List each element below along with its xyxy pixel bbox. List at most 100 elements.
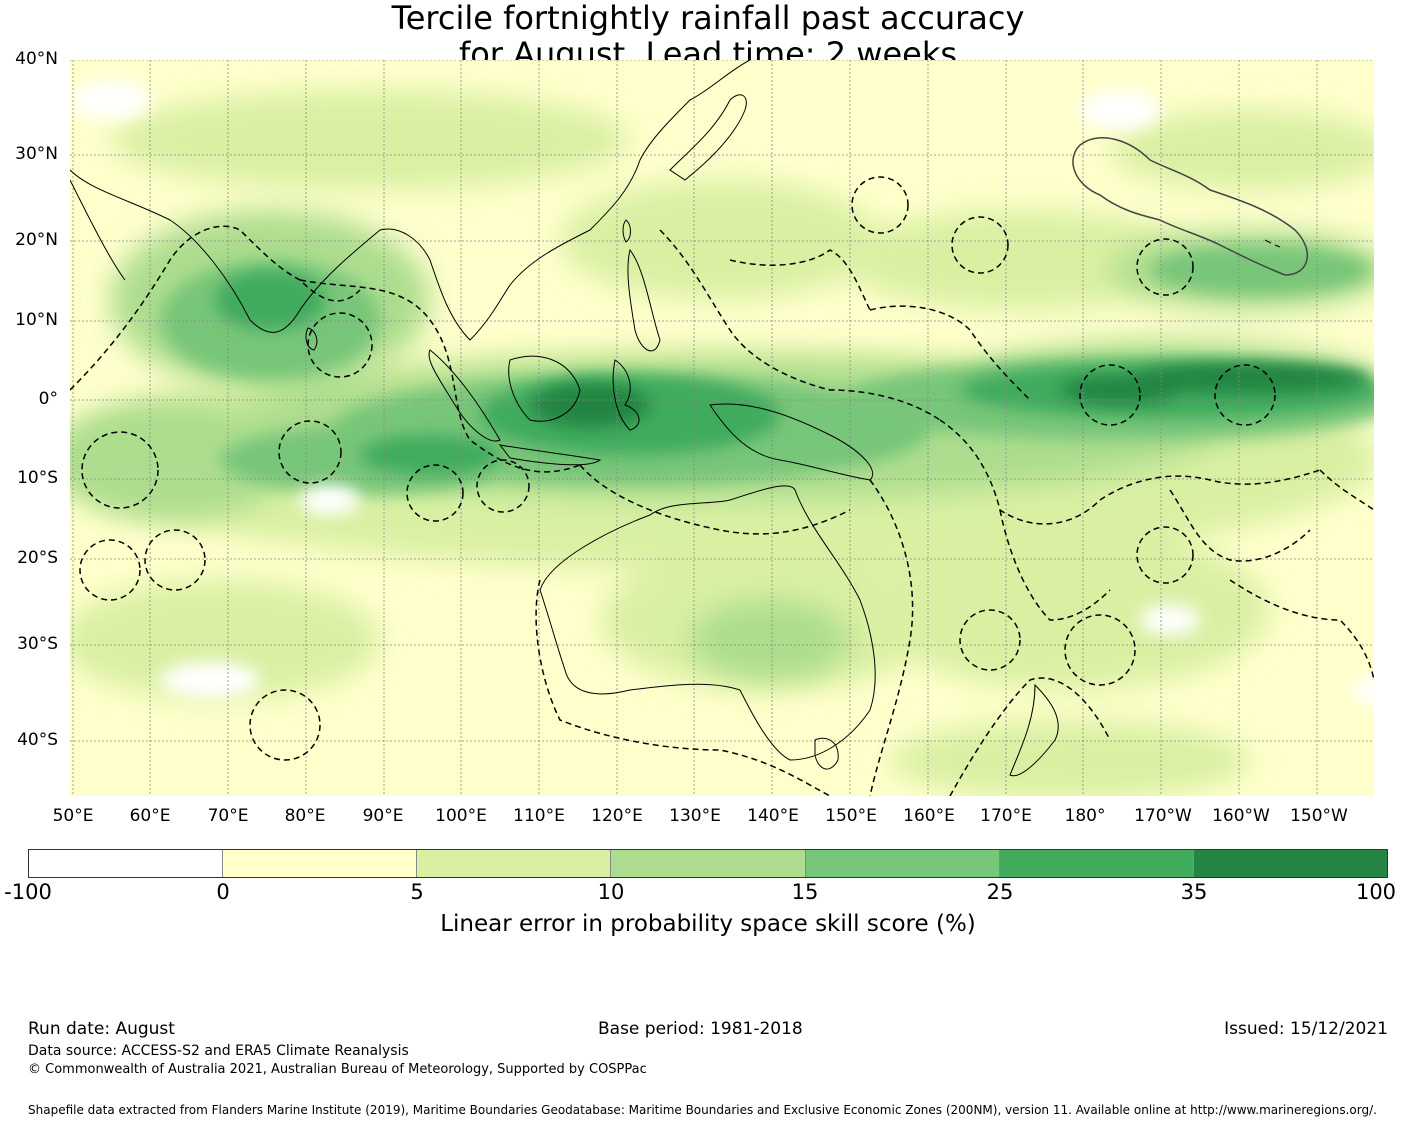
lon-label-60e: 60°E [129, 806, 171, 826]
colorbar-tick-label: 10 [597, 880, 625, 904]
colorbar-segment [1193, 850, 1387, 877]
eez-vanuatu [999, 509, 1111, 621]
eez-australia-south [535, 579, 831, 796]
eez-johnston-atoll [1136, 238, 1194, 296]
philippines-coast [627, 248, 661, 352]
colorbar-segment [223, 850, 418, 877]
map-title-line1: Tercile fortnightly rainfall past accura… [391, 0, 1025, 37]
lon-label-80e: 80°E [284, 806, 326, 826]
hawaii-islands [1264, 239, 1281, 248]
japan-coast [669, 94, 747, 181]
colorbar-segment [29, 850, 224, 877]
colorbar-tick-label: 35 [1180, 880, 1208, 904]
lon-label-160w: 160°W [1212, 806, 1270, 826]
lon-label-170e: 170°E [980, 806, 1032, 826]
colorbar-segment [417, 850, 612, 877]
eez-india-west [70, 225, 361, 391]
colorbar-tick-label: 100 [1355, 880, 1397, 904]
colorbar-tick-label: 0 [216, 880, 230, 904]
lon-label-70e: 70°E [207, 806, 249, 826]
lat-label-30n: 30°N [15, 144, 58, 164]
lon-label-130e: 130°E [669, 806, 721, 826]
australia-coast [539, 485, 876, 761]
skill-field-negative [70, 80, 1374, 704]
eez-micronesia [869, 305, 1031, 401]
eez-jarvis-island [1214, 364, 1276, 426]
eez-french-polynesia [1229, 579, 1374, 681]
skill-map [70, 60, 1374, 796]
lat-label-40n: 40°N [15, 49, 58, 69]
base-period: Base period: 1981-2018 [598, 1019, 803, 1039]
eez-cocos-islands [476, 459, 530, 513]
eez-new-zealand [949, 677, 1111, 796]
new-guinea-coast [709, 403, 873, 481]
lon-label-160e: 160°E [903, 806, 955, 826]
eez-christmas-island [406, 464, 464, 522]
asia-coast [70, 60, 751, 341]
lon-label-140e: 140°E [747, 806, 799, 826]
eez-philippines-palau [659, 229, 941, 421]
lon-label-150w: 150°W [1290, 806, 1348, 826]
lon-label-170w: 170°W [1134, 806, 1192, 826]
eez-samoa-cook [1169, 489, 1311, 562]
eez-andaman [299, 279, 581, 473]
copyright: © Commonwealth of Australia 2021, Austra… [28, 1062, 647, 1077]
colorbar-tick-label: 15 [791, 880, 819, 904]
colorbar-segment [805, 850, 1000, 877]
colorbar [28, 849, 1388, 878]
colorbar-tick-label: 5 [410, 880, 424, 904]
eez-guam [729, 249, 871, 311]
lat-label-20n: 20°N [15, 230, 58, 250]
lat-label-10s: 10°S [17, 468, 58, 488]
issued-date: Issued: 15/12/2021 [1224, 1019, 1388, 1039]
eez-tuvalu-tokelau [1099, 469, 1321, 501]
eez-mauritius [144, 529, 206, 591]
taiwan-coast [622, 219, 631, 243]
lat-label-40s: 40°S [17, 730, 58, 750]
lat-label-0: 0° [38, 389, 58, 409]
colorbar-segment [999, 850, 1194, 877]
lon-label-90e: 90°E [362, 806, 404, 826]
colorbar-tick-label: -100 [4, 880, 52, 904]
lat-label-30s: 30°S [17, 634, 58, 654]
data-source: Data source: ACCESS-S2 and ERA5 Climate … [28, 1043, 409, 1059]
sulawesi-coast [612, 359, 640, 431]
eez-niue [1136, 526, 1194, 584]
new-zealand-coast [1009, 683, 1059, 777]
eez-reunion [79, 539, 141, 601]
sumatra-coast [428, 349, 501, 442]
eez-norfolk-island [959, 609, 1021, 671]
lon-label-120e: 120°E [591, 806, 643, 826]
lon-label-180: 180° [1064, 806, 1106, 826]
eez-seychelles [81, 431, 159, 509]
java-coast [498, 444, 602, 466]
arabia-coast [70, 179, 126, 281]
papahanaumokuakea-outline [1072, 137, 1309, 276]
eez-kermadec [1064, 614, 1136, 686]
colorbar-tick-label: 25 [986, 880, 1014, 904]
lat-label-10n: 10°N [15, 310, 58, 330]
graticule [70, 60, 1374, 796]
lon-label-150e: 150°E [825, 806, 877, 826]
lat-label-20s: 20°S [17, 548, 58, 568]
eez-marcus-island [851, 176, 909, 234]
lon-label-110e: 110°E [513, 806, 565, 826]
run-date: Run date: August [28, 1019, 175, 1039]
eez-australia-east [869, 479, 914, 796]
eez-indonesia-south [579, 464, 851, 535]
eez-boundaries [70, 176, 1374, 796]
lon-label-50e: 50°E [52, 806, 94, 826]
eez-maldives [307, 312, 373, 378]
coastlines [70, 60, 1281, 777]
eez-kiribati-line [1319, 469, 1374, 511]
shapefile-credit: Shapefile data extracted from Flanders M… [28, 1103, 1377, 1117]
eez-amsterdam-island [249, 689, 321, 761]
tasmania-coast [814, 737, 839, 770]
sri-lanka-coast [305, 327, 318, 351]
eez-chagos [278, 420, 342, 484]
colorbar-title: Linear error in probability space skill … [440, 911, 976, 937]
colorbar-segment [611, 850, 806, 877]
eez-wake-island [951, 216, 1009, 274]
eez-howland-baker [1079, 364, 1141, 426]
lon-label-100e: 100°E [435, 806, 487, 826]
